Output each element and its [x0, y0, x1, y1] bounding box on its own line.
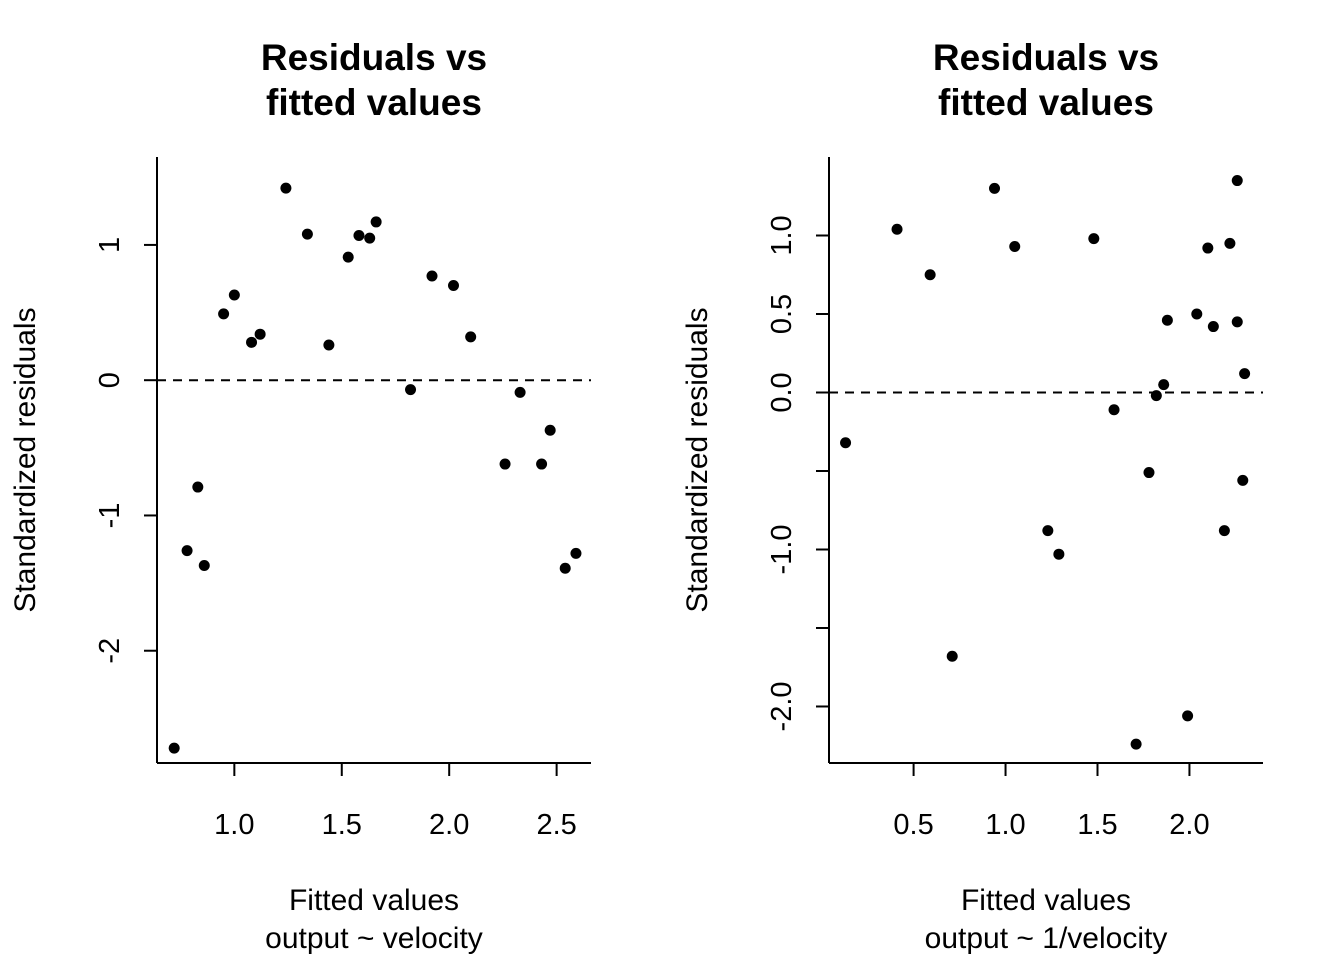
- data-point: [342, 251, 354, 263]
- chart-title-line-2: fitted values: [938, 82, 1154, 123]
- x-axis-label-line-1: Fitted values: [961, 884, 1131, 917]
- chart-title-line-2: fitted values: [266, 82, 482, 123]
- data-point: [1231, 175, 1243, 187]
- data-point: [465, 331, 477, 343]
- x-axis-label-line-1: Fitted values: [289, 884, 459, 917]
- y-axis-label: Standardized residuals: [9, 307, 42, 612]
- data-point: [570, 547, 582, 559]
- axes: 1.0 1.5 2.0 2.5 -2 -1 0 1: [94, 157, 591, 841]
- data-point: [1231, 316, 1243, 328]
- data-point: [989, 182, 1001, 194]
- data-point: [181, 545, 193, 557]
- x-axis-label-line-2: output ~ 1/velocity: [925, 922, 1168, 955]
- data-point: [1239, 368, 1251, 380]
- data-point: [1130, 738, 1142, 750]
- data-point: [280, 182, 292, 194]
- data-point: [1237, 474, 1249, 486]
- x-tick-label: 0.5: [893, 809, 933, 841]
- x-tick-label: 2.0: [429, 809, 469, 841]
- data-point: [447, 280, 459, 292]
- data-point: [168, 742, 180, 754]
- data-point: [1143, 467, 1155, 479]
- y-tick-label: 1.0: [766, 215, 798, 255]
- data-point: [946, 650, 958, 662]
- y-tick-label: -1.0: [766, 524, 798, 574]
- y-tick-label: 0.5: [766, 294, 798, 334]
- data-point: [1053, 548, 1065, 560]
- data-point: [536, 458, 548, 470]
- data-point: [246, 336, 258, 348]
- data-point: [1042, 525, 1054, 537]
- data-point: [405, 384, 417, 396]
- data-point: [1158, 379, 1170, 391]
- panel-inverse-velocity: Residuals vs fitted values Fitted values…: [681, 37, 1263, 955]
- data-point: [891, 223, 903, 235]
- data-point: [1224, 237, 1236, 249]
- axes: 0.5 1.0 1.5 2.0 -2.0 -1.0 0.0 0.5 1.0: [766, 157, 1263, 841]
- data-point: [301, 228, 313, 240]
- data-point: [1088, 233, 1100, 245]
- data-point: [1191, 308, 1203, 320]
- data-point: [499, 458, 511, 470]
- y-tick-label: -2: [94, 638, 126, 664]
- x-axis-label-line-2: output ~ velocity: [265, 922, 483, 955]
- data-point: [426, 270, 438, 282]
- data-point: [1150, 390, 1162, 402]
- data-point: [1202, 242, 1214, 254]
- data-point: [228, 289, 240, 301]
- data-points: [168, 182, 582, 754]
- data-point: [559, 562, 571, 574]
- data-point: [218, 308, 230, 320]
- chart-title-line-1: Residuals vs: [933, 37, 1159, 78]
- x-tick-label: 1.0: [214, 809, 254, 841]
- data-point: [254, 328, 266, 340]
- x-tick-label: 1.5: [322, 809, 362, 841]
- y-tick-label: -1: [94, 503, 126, 529]
- data-point: [1182, 710, 1194, 722]
- data-point: [192, 481, 204, 493]
- x-tick-label: 2.0: [1169, 809, 1209, 841]
- x-tick-label: 1.0: [985, 809, 1025, 841]
- y-tick-label: -2.0: [766, 681, 798, 731]
- data-point: [198, 560, 210, 572]
- data-points: [840, 175, 1251, 750]
- y-tick-label: 0.0: [766, 372, 798, 412]
- y-tick-label: 1: [94, 237, 126, 253]
- data-point: [924, 269, 936, 281]
- x-tick-label: 2.5: [536, 809, 576, 841]
- data-point: [1108, 404, 1120, 416]
- x-tick-label: 1.5: [1077, 809, 1117, 841]
- y-tick-label: 0: [94, 372, 126, 388]
- data-point: [323, 339, 335, 351]
- data-point: [1218, 525, 1230, 537]
- y-axis-label: Standardized residuals: [681, 307, 714, 612]
- data-point: [1009, 240, 1021, 252]
- data-point: [353, 229, 365, 241]
- data-point: [370, 216, 382, 228]
- chart-title-line-1: Residuals vs: [261, 37, 487, 78]
- data-point: [1207, 321, 1219, 333]
- data-point: [514, 386, 526, 398]
- panel-velocity: Residuals vs fitted values Fitted values…: [9, 37, 591, 955]
- data-point: [840, 437, 852, 449]
- data-point: [364, 232, 376, 244]
- data-point: [544, 424, 556, 436]
- data-point: [1161, 314, 1173, 326]
